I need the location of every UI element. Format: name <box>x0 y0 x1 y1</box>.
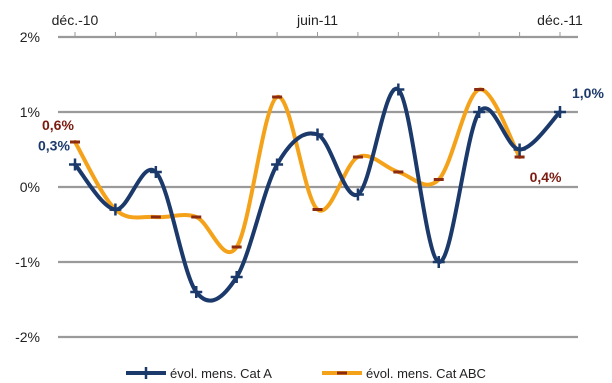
data-label: 0,3% <box>38 138 70 154</box>
data-point-marker <box>191 215 202 219</box>
x-axis: déc.-10 juin-11 déc.-11 <box>52 12 583 37</box>
data-point-marker <box>432 256 445 268</box>
y-tick-label: -2% <box>15 329 40 345</box>
legend-item: évol. mens. Cat A <box>126 366 272 381</box>
data-point-marker <box>473 106 486 118</box>
data-point-marker <box>69 158 81 171</box>
series-lines <box>69 83 566 303</box>
x-tick-label: juin-11 <box>296 12 338 28</box>
data-point-marker <box>351 188 364 201</box>
data-point-marker <box>554 106 566 118</box>
data-point-marker <box>272 95 283 99</box>
y-tick-label: 2% <box>20 29 40 45</box>
data-point-marker <box>474 88 485 91</box>
data-point-marker <box>70 140 80 144</box>
data-point-marker <box>150 215 161 219</box>
legend-label: évol. mens. Cat A <box>170 366 272 381</box>
data-point-marker <box>230 271 243 283</box>
data-label: 0,4% <box>530 169 562 185</box>
legend-label: évol. mens. Cat ABC <box>366 366 486 381</box>
data-point-marker <box>149 166 162 178</box>
data-point-marker <box>231 245 242 249</box>
data-point-marker <box>433 178 444 181</box>
data-label: 0,6% <box>42 117 74 133</box>
data-point-marker <box>109 203 122 216</box>
series-line <box>73 87 562 303</box>
data-point-marker <box>514 155 525 159</box>
y-tick-label: 1% <box>20 104 40 120</box>
data-point-marker <box>190 286 203 298</box>
y-tick-label: 0% <box>20 179 40 195</box>
series-cat-a <box>69 83 566 303</box>
data-point-marker <box>311 128 324 141</box>
data-labels: 0,3% 1,0% 0,6% 0,4% <box>38 85 604 185</box>
x-tick-label: déc.-10 <box>52 12 99 28</box>
y-axis-tick-labels: 2% 1% 0% -1% -2% <box>15 29 40 345</box>
data-point-marker <box>312 208 323 211</box>
data-point-marker <box>513 143 526 156</box>
data-label: 1,0% <box>572 85 604 101</box>
legend-item: évol. mens. Cat ABC <box>322 366 486 381</box>
y-tick-label: -1% <box>15 254 40 270</box>
x-tick-label: déc.-11 <box>537 12 583 28</box>
data-point-marker <box>352 155 363 159</box>
data-point-marker <box>392 83 405 96</box>
data-point-marker <box>271 158 284 171</box>
legend: évol. mens. Cat A évol. mens. Cat ABC <box>126 366 486 381</box>
data-point-marker <box>393 170 404 174</box>
